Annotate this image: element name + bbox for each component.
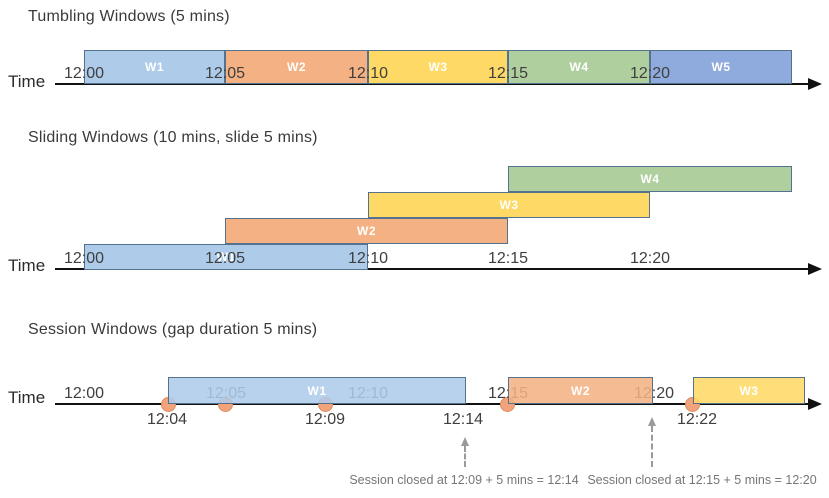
window-box-w1: W1 [168, 377, 466, 404]
axis-tick-text: 12:10 [347, 250, 389, 267]
window-box-w3: W3 [368, 192, 650, 218]
window-label: W2 [571, 383, 590, 398]
annotation-arrow-up-icon [647, 417, 656, 426]
window-label: W3 [499, 198, 519, 212]
tumbling-section-title: Tumbling Windows (5 mins) [28, 8, 230, 25]
tumbling-time-axis-label: Time [8, 72, 46, 91]
window-box-w4: W4 [508, 166, 792, 192]
session-time-axis-arrowhead [808, 398, 822, 410]
window-label: W2 [287, 60, 306, 74]
annotation-arrow-dash [464, 446, 466, 467]
axis-tick-text: 12:00 [63, 385, 105, 402]
session-closed-annotation-text: Session closed at 12:15 + 5 mins = 12:20 [587, 473, 817, 487]
event-time-text: 12:14 [442, 411, 484, 428]
axis-tick-text: 12:15 [487, 65, 529, 82]
sliding-time-axis-label: Time [8, 256, 46, 275]
sliding-section-title: Sliding Windows (10 mins, slide 5 mins) [28, 129, 318, 146]
window-label: W1 [307, 383, 327, 398]
sliding-time-axis-arrowhead [808, 263, 822, 275]
window-box-w2: W2 [225, 50, 368, 84]
window-box-w1: W1 [84, 244, 368, 270]
axis-tick-text: 12:20 [629, 250, 671, 267]
tumbling-time-axis [55, 83, 812, 85]
window-box-w1: W1 [84, 50, 225, 84]
window-label: W3 [739, 383, 759, 398]
window-label: W5 [711, 60, 731, 74]
session-time-axis [55, 403, 812, 405]
axis-tick-text: 12:10 [347, 65, 389, 82]
axis-tick-text: 12:20 [629, 65, 671, 82]
window-box-w2: W2 [508, 377, 653, 404]
window-box-w3: W3 [693, 377, 805, 404]
tumbling-time-axis-arrowhead [808, 78, 822, 90]
window-box-w4: W4 [508, 50, 650, 84]
axis-tick-text: 12:00 [63, 250, 105, 267]
window-label: W4 [569, 60, 589, 74]
session-closed-annotation-text: Session closed at 12:09 + 5 mins = 12:14 [349, 473, 579, 487]
window-label: W2 [357, 224, 376, 238]
window-label: W1 [145, 60, 164, 74]
window-label: W1 [216, 250, 236, 264]
event-time-text: 12:09 [304, 411, 346, 428]
annotation-arrow-dash [651, 426, 653, 467]
axis-tick-text: 12:00 [63, 65, 105, 82]
window-label: W4 [640, 172, 660, 186]
axis-tick-text: 12:05 [204, 65, 246, 82]
axis-tick-text: 12:05 [204, 250, 246, 267]
sliding-time-axis [55, 268, 812, 270]
window-box-w3: W3 [368, 50, 508, 84]
window-box-w2: W2 [225, 218, 508, 244]
session-section-title: Session Windows (gap duration 5 mins) [28, 321, 318, 338]
event-time-text: 12:22 [676, 411, 718, 428]
window-box-w5: W5 [650, 50, 792, 84]
event-time-text: 12:04 [146, 411, 188, 428]
axis-tick-text: 12:15 [487, 250, 529, 267]
session-time-axis-label: Time [8, 388, 46, 407]
window-label: W3 [428, 60, 448, 74]
annotation-arrow-up-icon [460, 437, 469, 446]
